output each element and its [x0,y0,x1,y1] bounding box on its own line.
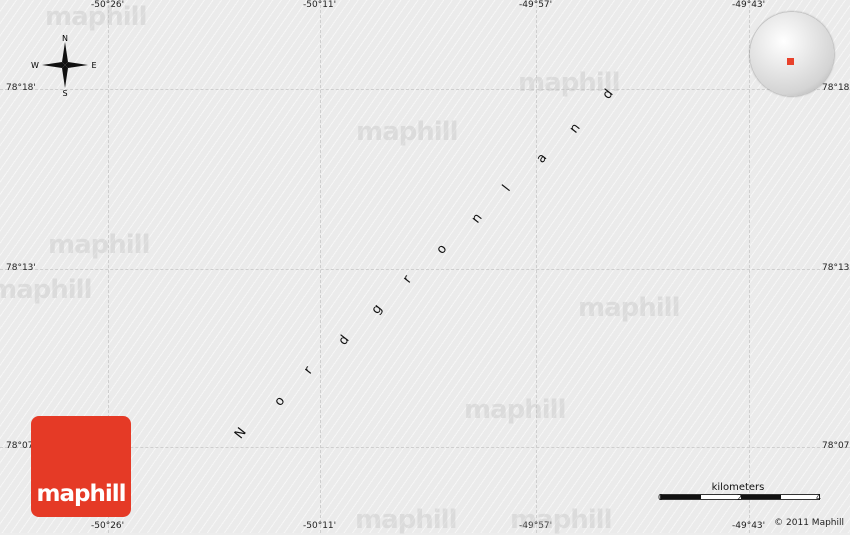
logo-text: maphill [36,481,127,507]
watermark: maphill [510,505,612,535]
latitude-label-left: 78°18' [6,83,36,93]
parallel-line [0,269,850,270]
watermark: maphill [0,275,92,305]
longitude-label-bottom: -49°57' [519,521,553,531]
latitude-label-left: 78°07' [6,441,36,451]
watermark: maphill [355,505,457,535]
watermark: maphill [464,395,566,425]
scale-tick: 2 [737,493,743,502]
scale-unit: kilometers [711,482,765,493]
watermark: maphill [356,117,458,147]
meridian-line [320,0,321,533]
latitude-label-left: 78°13' [6,263,36,273]
compass-rose-icon: N S W E [31,34,96,96]
watermark: maphill [518,68,620,98]
longitude-label-top: -50°11' [303,0,337,10]
watermark: maphill [48,230,150,260]
compass-e: E [91,61,96,70]
latitude-label-right: 78°13' [822,263,850,273]
compass-w: W [31,61,39,70]
longitude-label-bottom: -50°26' [91,521,125,531]
longitude-label-bottom: -50°11' [303,521,337,531]
compass-s: S [62,89,67,96]
watermark: maphill [578,293,680,323]
scale-tick: 4 [816,493,822,502]
maphill-logo[interactable]: maphill [31,416,131,517]
copyright: © 2011 Maphill [774,518,844,528]
meridian-line [749,0,750,533]
longitude-label-top: -50°26' [91,0,125,10]
watermark: maphill [45,2,147,32]
location-marker [787,58,794,65]
parallel-line [0,447,850,448]
latitude-label-right: 78°18' [822,83,850,93]
parallel-line [0,89,850,90]
compass-n: N [62,34,68,43]
longitude-label-top: -49°43' [732,0,766,10]
scale-tick: 0 [658,493,664,502]
locator-globe-icon [750,12,834,96]
longitude-label-top: -49°57' [519,0,553,10]
meridian-line [108,0,109,533]
scale-bar: kilometers 0 2 4 [658,482,822,502]
latitude-label-right: 78°07' [822,441,850,451]
longitude-label-bottom: -49°43' [732,521,766,531]
meridian-line [536,0,537,533]
